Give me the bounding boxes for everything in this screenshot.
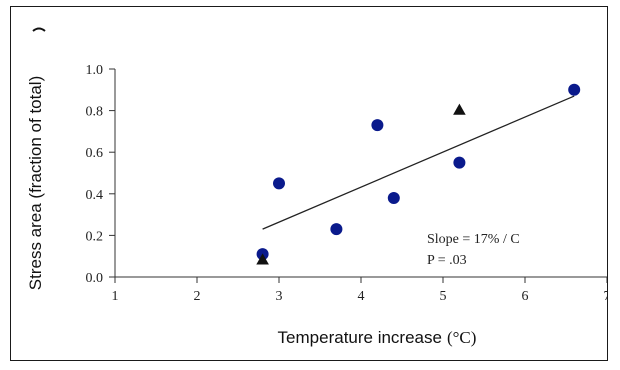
y-tick-label: 0.2 bbox=[86, 229, 104, 244]
x-tick-label: 3 bbox=[276, 289, 283, 304]
x-tick-label: 1 bbox=[112, 289, 119, 304]
scatter-chart: 1 2 3 4 5 6 7 0.0 0.2 0.4 0.6 0.8 1.0 Slope = 17% /… bbox=[26, 27, 608, 347]
corner-mark bbox=[32, 27, 46, 32]
circle-point bbox=[387, 191, 400, 204]
y-axis-title: Stress area (fraction of total) bbox=[26, 76, 45, 290]
x-ticks: 1 2 3 4 5 6 7 bbox=[112, 277, 608, 304]
x-tick-label: 7 bbox=[604, 289, 608, 304]
circle-point bbox=[371, 119, 384, 132]
y-tick-label: 1.0 bbox=[86, 63, 104, 78]
circle-point bbox=[568, 83, 581, 96]
x-tick-label: 4 bbox=[358, 289, 365, 304]
x-tick-label: 5 bbox=[440, 289, 447, 304]
y-ticks: 0.0 0.2 0.4 0.6 0.8 1.0 bbox=[86, 63, 115, 286]
p-value-annotation: P = .03 bbox=[427, 253, 467, 268]
chart-frame: 1 2 3 4 5 6 7 0.0 0.2 0.4 0.6 0.8 1.0 Slope = 17% /… bbox=[10, 6, 608, 361]
y-tick-label: 0.0 bbox=[86, 271, 104, 286]
circle-point bbox=[273, 177, 285, 190]
x-axis-title: Temperature increase (°C) bbox=[278, 328, 477, 347]
y-tick-label: 0.6 bbox=[86, 146, 104, 161]
circle-point bbox=[453, 156, 466, 169]
y-tick-label: 0.8 bbox=[86, 105, 104, 120]
trendline bbox=[262, 95, 575, 230]
circle-point bbox=[330, 223, 343, 236]
triangle-point bbox=[453, 103, 466, 115]
x-tick-label: 2 bbox=[194, 289, 201, 304]
data-points bbox=[256, 83, 581, 265]
x-axis-title-text: Temperature increase bbox=[278, 328, 442, 347]
x-tick-label: 6 bbox=[522, 289, 529, 304]
triangle-point bbox=[256, 253, 269, 265]
y-tick-label: 0.4 bbox=[86, 188, 104, 203]
axes bbox=[114, 69, 607, 278]
x-axis-unit: (°C) bbox=[447, 328, 476, 347]
slope-annotation: Slope = 17% / C bbox=[427, 232, 520, 247]
